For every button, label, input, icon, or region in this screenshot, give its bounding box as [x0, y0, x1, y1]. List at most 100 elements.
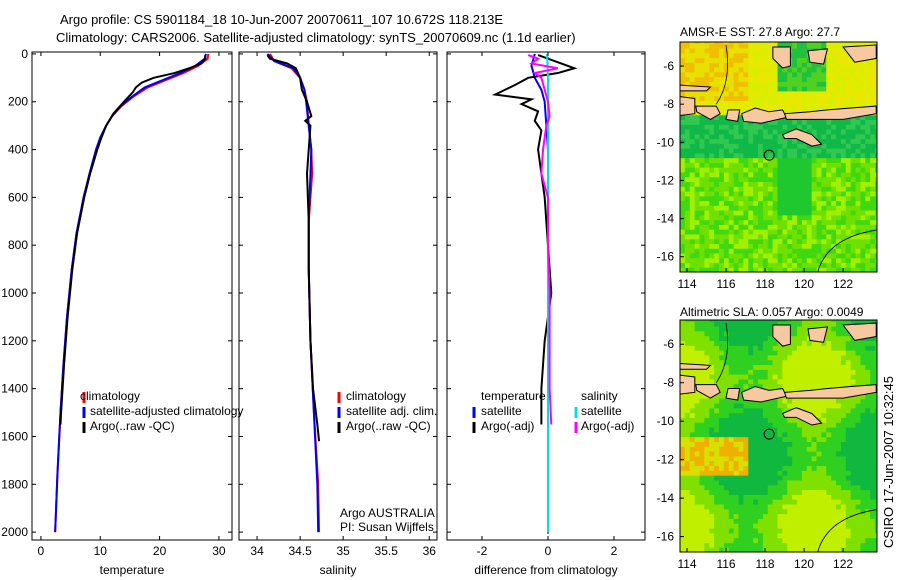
map-cell: [811, 503, 818, 510]
map-cell: [694, 518, 701, 524]
map-cell: [723, 157, 730, 163]
map-cell: [831, 523, 837, 529]
map-cell: [821, 364, 827, 370]
map-cell: [762, 43, 769, 49]
x-tick-label: 20: [153, 544, 167, 558]
map-cell: [831, 233, 837, 240]
map-title-sst: AMSR-E SST: 27.8 Argo: 27.7: [680, 25, 840, 39]
map-cell: [870, 542, 876, 548]
map-cell: [723, 128, 730, 135]
map-cell: [748, 455, 754, 462]
map-cell: [801, 262, 808, 268]
map-cell: [728, 340, 735, 346]
x-tick-label: 34.5: [288, 544, 312, 558]
map-cell: [689, 190, 696, 197]
map-cell: [826, 489, 832, 495]
map-cell: [850, 503, 857, 510]
map-cell: [860, 262, 866, 268]
map-cell: [709, 378, 715, 385]
map-cell: [738, 465, 744, 471]
map-cell: [860, 224, 866, 230]
map-cell: [704, 542, 710, 548]
map-cell: [772, 484, 779, 491]
map-cell: [699, 417, 705, 423]
map-cell: [850, 422, 857, 428]
map-cell: [684, 128, 691, 135]
map-cell: [855, 494, 862, 500]
map-cell: [704, 455, 710, 462]
map-cell: [782, 527, 788, 534]
map-cell: [797, 330, 803, 337]
map-cell: [743, 71, 749, 78]
map-cell: [680, 354, 686, 361]
map-cell: [709, 460, 715, 467]
map-cell: [831, 364, 837, 370]
map-cell: [728, 76, 735, 82]
map-cell: [816, 465, 823, 471]
map-cell: [836, 238, 842, 244]
map-cell: [801, 508, 808, 515]
map-cell: [845, 547, 852, 552]
map-cell: [719, 148, 725, 154]
map-cell: [762, 200, 769, 206]
map-cell: [860, 484, 866, 491]
map-cell: [855, 181, 862, 187]
map-cell: [850, 321, 857, 327]
map-cell: [797, 345, 803, 351]
map-cell: [714, 465, 720, 471]
map-cell: [806, 422, 813, 428]
map-cell: [875, 350, 877, 356]
map-cell: [704, 71, 710, 78]
map-cell: [782, 200, 788, 206]
map-cell: [728, 57, 735, 63]
map-cell: [797, 455, 803, 462]
map-cell: [680, 248, 686, 254]
map-cell: [772, 446, 779, 452]
map-cell: [762, 532, 769, 539]
map-cell: [845, 470, 852, 476]
map-cell: [787, 369, 793, 375]
map-cell: [850, 229, 857, 235]
map-cell: [684, 42, 691, 44]
map-cell: [684, 181, 691, 187]
map-cell: [704, 330, 710, 337]
map-cell: [801, 398, 808, 404]
map-cell: [787, 224, 793, 230]
map-cell: [758, 470, 764, 476]
map-cell: [684, 350, 691, 356]
map-cell: [797, 105, 803, 111]
map-cell: [840, 431, 847, 438]
map-cell: [782, 195, 788, 202]
map-cell: [684, 330, 691, 337]
map-cell: [694, 138, 701, 144]
map-cell: [723, 66, 730, 73]
map-cell: [758, 494, 764, 500]
map-cell: [743, 62, 749, 68]
map-cell: [733, 494, 740, 500]
map-cell: [723, 422, 730, 428]
map-cell: [797, 148, 803, 154]
y-tick-label: -10: [657, 414, 675, 428]
map-cell: [719, 398, 725, 404]
map-cell: [870, 374, 876, 380]
map-cell: [723, 340, 730, 346]
map-cell: [723, 148, 730, 154]
map-cell: [865, 42, 871, 44]
map-cell: [748, 267, 754, 272]
map-cell: [743, 503, 749, 510]
map-cell: [733, 157, 740, 163]
map-cell: [762, 81, 769, 87]
map-cell: [787, 124, 793, 130]
map-cell: [753, 489, 759, 495]
map-cell: [831, 167, 837, 173]
map-cell: [753, 190, 759, 197]
map-cell: [801, 527, 808, 534]
map-cell: [680, 499, 686, 505]
map-cell: [821, 503, 827, 510]
map-cell: [704, 369, 710, 375]
map-cell: [840, 233, 847, 240]
map-cell: [709, 100, 715, 106]
map-cell: [723, 95, 730, 101]
map-cell: [738, 152, 744, 159]
map-cell: [762, 518, 769, 524]
